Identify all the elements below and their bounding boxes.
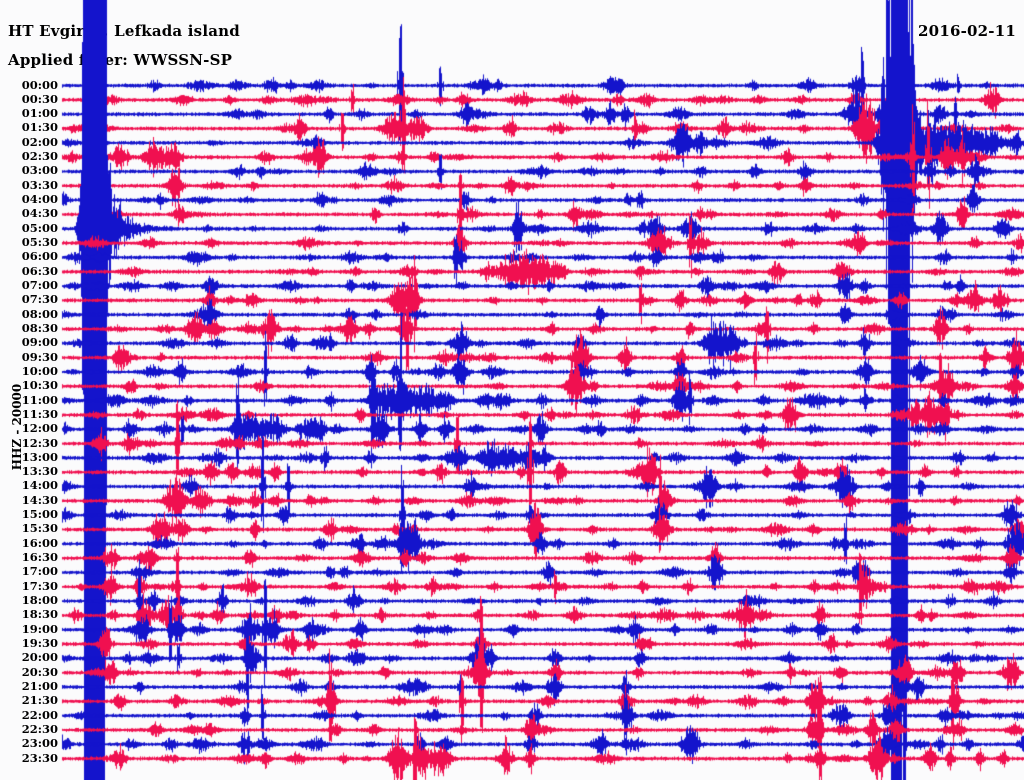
helicorder-canvas (0, 0, 1024, 780)
helicorder-page: HT Evgiros, Lefkada island Applied filte… (0, 0, 1024, 780)
